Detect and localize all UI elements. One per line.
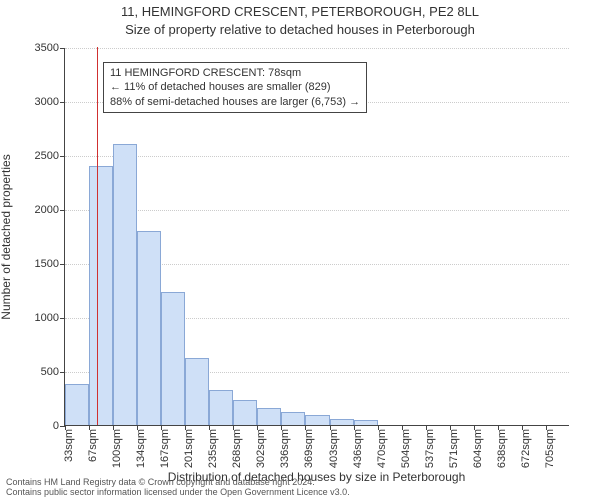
y-tick-mark [60,372,65,373]
gridline [65,156,569,157]
info-box-line: ← 11% of detached houses are smaller (82… [110,80,360,94]
y-tick-label: 3500 [35,42,59,54]
y-tick-label: 0 [53,420,59,432]
x-tick-label: 302sqm [255,429,267,468]
x-tick-label: 167sqm [159,429,171,468]
info-box-line: 88% of semi-detached houses are larger (… [110,95,360,109]
histogram-bar [161,292,185,425]
x-tick-label: 537sqm [424,429,436,468]
histogram-bar [185,358,209,425]
x-tick-label: 504sqm [400,429,412,468]
x-tick-label: 235sqm [207,429,219,468]
x-tick-label: 436sqm [352,429,364,468]
subject-marker-line [97,47,98,425]
x-tick-label: 67sqm [87,429,99,462]
histogram-bar [209,390,233,425]
y-axis-label-wrap: Number of detached properties [0,48,18,426]
y-tick-mark [60,210,65,211]
y-tick-label: 2000 [35,204,59,216]
x-tick-label: 604sqm [472,429,484,468]
histogram-bar [137,231,161,425]
plot-area: 050010001500200025003000350033sqm67sqm10… [64,48,569,426]
x-tick-label: 201sqm [183,429,195,468]
y-tick-mark [60,102,65,103]
histogram-bar [233,400,257,425]
chart-title-line1: 11, HEMINGFORD CRESCENT, PETERBOROUGH, P… [0,4,600,19]
x-tick-label: 369sqm [303,429,315,468]
x-tick-label: 705sqm [544,429,556,468]
x-tick-label: 100sqm [111,429,123,468]
y-tick-label: 1500 [35,258,59,270]
histogram-bar [257,408,281,425]
chart-container: 11, HEMINGFORD CRESCENT, PETERBOROUGH, P… [0,0,600,500]
y-tick-mark [60,264,65,265]
y-tick-mark [60,48,65,49]
footer-line2: Contains public sector information licen… [6,488,350,498]
x-tick-label: 33sqm [63,429,75,462]
y-tick-label: 2500 [35,150,59,162]
x-tick-label: 336sqm [279,429,291,468]
histogram-bar [65,384,89,425]
x-tick-label: 134sqm [135,429,147,468]
x-tick-label: 403sqm [328,429,340,468]
chart-title-line2: Size of property relative to detached ho… [0,22,600,37]
histogram-bar [113,144,137,425]
x-tick-label: 638sqm [496,429,508,468]
y-tick-label: 1000 [35,312,59,324]
y-tick-mark [60,318,65,319]
x-tick-label: 571sqm [448,429,460,468]
y-tick-label: 3000 [35,96,59,108]
footer-attribution: Contains HM Land Registry data © Crown c… [6,478,350,498]
histogram-bar [89,166,113,425]
gridline [65,210,569,211]
x-tick-label: 672sqm [520,429,532,468]
info-box: 11 HEMINGFORD CRESCENT: 78sqm← 11% of de… [103,62,367,113]
x-tick-label: 268sqm [231,429,243,468]
y-tick-mark [60,156,65,157]
x-tick-label: 470sqm [376,429,388,468]
y-tick-label: 500 [41,366,59,378]
gridline [65,48,569,49]
histogram-bar [354,420,378,425]
y-axis-label: Number of detached properties [0,154,13,319]
histogram-bar [281,412,305,425]
histogram-bar [330,419,354,425]
histogram-bar [305,415,329,425]
info-box-line: 11 HEMINGFORD CRESCENT: 78sqm [110,66,360,80]
